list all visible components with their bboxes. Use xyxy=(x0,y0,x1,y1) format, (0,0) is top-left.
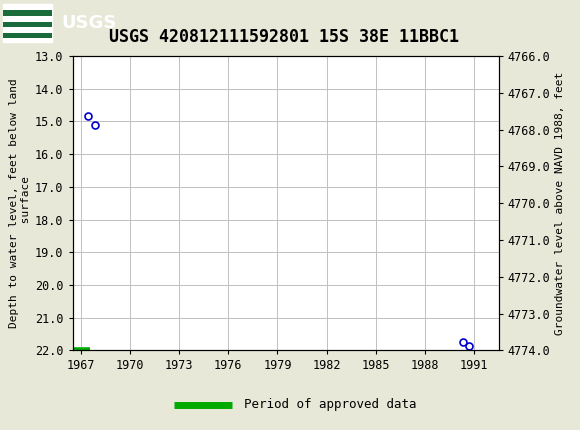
Bar xyxy=(3,33,52,38)
Y-axis label: Depth to water level, feet below land
 surface: Depth to water level, feet below land su… xyxy=(9,78,31,328)
Y-axis label: Groundwater level above NAVD 1988, feet: Groundwater level above NAVD 1988, feet xyxy=(554,71,565,335)
Bar xyxy=(3,3,52,42)
Text: USGS 420812111592801 15S 38E 11BBC1: USGS 420812111592801 15S 38E 11BBC1 xyxy=(109,28,459,46)
Text: Period of approved data: Period of approved data xyxy=(244,398,416,412)
Bar xyxy=(3,10,52,16)
Text: USGS: USGS xyxy=(61,14,116,31)
Bar xyxy=(3,22,52,27)
